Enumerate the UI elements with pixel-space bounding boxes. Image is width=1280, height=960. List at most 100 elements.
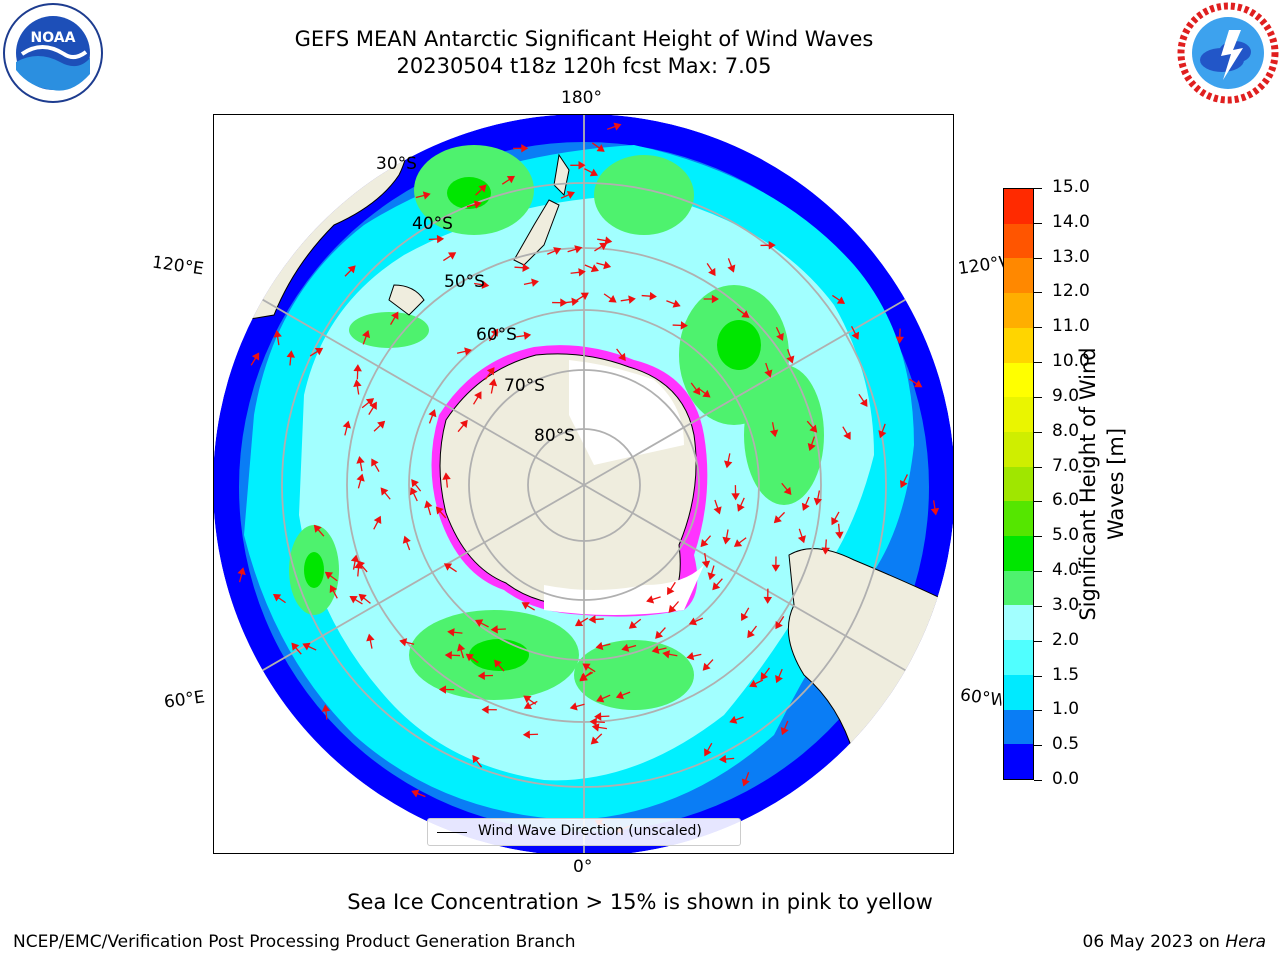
wave-arrow-head bbox=[731, 493, 740, 501]
wave-arrow-head bbox=[711, 294, 719, 304]
footer-organization: NCEP/EMC/Verification Post Processing Pr… bbox=[13, 932, 576, 952]
wave-arrow-head bbox=[399, 638, 408, 647]
wave-arrow-head bbox=[713, 506, 722, 515]
colorbar-tick-mark bbox=[1034, 536, 1042, 538]
wave-arrow-head bbox=[836, 296, 846, 304]
wave-arrow-head bbox=[411, 479, 419, 488]
colorbar-tick-label: 10.0 bbox=[1052, 351, 1090, 372]
wave-arrow-head bbox=[578, 268, 586, 277]
wave-arrow-head bbox=[366, 633, 375, 642]
lon-label-0: 0° bbox=[573, 857, 593, 877]
wave-arrow-head bbox=[522, 263, 530, 272]
colorbar-tick-label: 14.0 bbox=[1052, 211, 1090, 232]
colorbar-tick-mark bbox=[1034, 327, 1042, 329]
map-svg: 30°S 40°S 50°S 60°S 70°S 80°S bbox=[214, 115, 953, 853]
wave-arrow-head bbox=[702, 389, 711, 398]
ross-ice-shelf bbox=[569, 360, 684, 465]
wave-arrow-head bbox=[649, 291, 657, 301]
colorbar-tick-label: 1.5 bbox=[1052, 664, 1080, 685]
wave-arrow-head bbox=[286, 350, 295, 358]
wave-arrow-head bbox=[899, 479, 908, 489]
wave-arrow-head bbox=[457, 643, 466, 652]
wave-arrow-head bbox=[356, 473, 365, 482]
wave-arrow-head bbox=[775, 674, 783, 684]
wave-arrow-head bbox=[769, 429, 779, 438]
wave-arrow-head bbox=[651, 645, 660, 654]
wave-arrow-head bbox=[490, 625, 498, 634]
wave-arrow-head bbox=[741, 778, 750, 787]
map-legend: Wind Wave Direction (unscaled) bbox=[427, 818, 741, 846]
colorbar-tick-mark bbox=[1034, 605, 1042, 607]
wave-arrow-head bbox=[521, 144, 529, 153]
wave-arrow-head bbox=[477, 671, 485, 680]
wave-arrow-head bbox=[447, 628, 455, 637]
wave-arrow-head bbox=[603, 261, 612, 270]
wave-arrow-head bbox=[662, 650, 671, 659]
polar-grid bbox=[214, 115, 953, 853]
wave-arrow-head bbox=[566, 191, 575, 199]
wave-arrow-head bbox=[422, 191, 431, 200]
wave-arrow-head bbox=[930, 507, 940, 516]
colorbar-tick-mark bbox=[1034, 466, 1042, 468]
colorbar-segment bbox=[1004, 640, 1033, 675]
wave-arrow-head bbox=[780, 727, 789, 736]
wave-arrow-head bbox=[349, 596, 358, 604]
wave-arrow-head bbox=[655, 630, 664, 639]
wave-arrow-head bbox=[613, 122, 622, 131]
wave-arrow-head bbox=[571, 297, 579, 307]
wave-arrow-head bbox=[365, 398, 375, 406]
madagascar bbox=[253, 764, 300, 806]
wave-arrow-head bbox=[391, 311, 399, 320]
wave-arrow-head bbox=[531, 278, 539, 287]
wave-arrow-head bbox=[356, 456, 365, 464]
wave-arrow-head bbox=[313, 524, 322, 533]
wave-arrow-head bbox=[702, 662, 711, 671]
colorbar-segment bbox=[1004, 466, 1033, 502]
wave-arrow-head bbox=[481, 705, 489, 714]
wave-arrow-head bbox=[740, 612, 749, 622]
wave-arrow-head bbox=[859, 398, 868, 407]
wave-arrow-head bbox=[704, 748, 712, 757]
wave-arrow-head bbox=[692, 386, 701, 396]
wave-arrow-head bbox=[373, 515, 382, 525]
colorbar-title: Significant Height of Wind Waves [m] bbox=[1074, 347, 1130, 620]
colorbar-tick-label: 11.0 bbox=[1052, 316, 1090, 337]
colorbar-tick-label: 0.5 bbox=[1052, 734, 1080, 755]
nws-logo bbox=[1177, 2, 1279, 104]
wave-arrow-head bbox=[783, 486, 792, 496]
wave-arrow-head bbox=[438, 685, 447, 694]
noaa-logo: NOAA bbox=[3, 3, 103, 103]
wave-arrow-head bbox=[580, 292, 589, 300]
wave-arrow-head bbox=[435, 506, 444, 515]
wave-arrow-head bbox=[369, 401, 377, 410]
wave-arrow-head bbox=[813, 497, 823, 506]
colorbar-tick-label: 5.0 bbox=[1052, 525, 1080, 546]
footer-date-text: 06 May 2023 on bbox=[1082, 932, 1226, 952]
wave-arrow-head bbox=[621, 643, 630, 652]
wave-arrow-head bbox=[447, 252, 457, 260]
wave-arrow-head bbox=[347, 265, 356, 274]
wind-wave-arrows bbox=[237, 122, 940, 834]
colorbar-segment bbox=[1004, 709, 1033, 745]
wave-arrow-head bbox=[741, 310, 750, 318]
colorbar-tick-label: 9.0 bbox=[1052, 385, 1080, 406]
wave-arrow-head bbox=[729, 715, 738, 724]
wave-arrow-head bbox=[357, 560, 365, 569]
wave-arrow-head bbox=[424, 500, 433, 509]
wave-arrow-head bbox=[402, 535, 411, 544]
wave-arrow-head bbox=[628, 295, 636, 304]
colorbar-segment bbox=[1004, 501, 1033, 537]
lat-label-30s: 30°S bbox=[376, 154, 417, 174]
colorbar-tick-mark bbox=[1034, 396, 1042, 398]
footer-machine: Hera bbox=[1225, 932, 1266, 952]
wave-arrow-head bbox=[821, 547, 830, 555]
wave-height-bright-green-regions bbox=[304, 177, 761, 671]
colorbar-segment bbox=[1004, 674, 1033, 710]
colorbar-tick-label: 12.0 bbox=[1052, 281, 1090, 302]
wave-arrow-head bbox=[700, 539, 709, 548]
colorbar-tick-mark bbox=[1034, 710, 1042, 712]
wave-arrow-head bbox=[801, 502, 810, 511]
wave-arrow-head bbox=[712, 582, 721, 591]
wave-arrow-head bbox=[560, 298, 568, 307]
wave-arrow-head bbox=[380, 487, 389, 496]
